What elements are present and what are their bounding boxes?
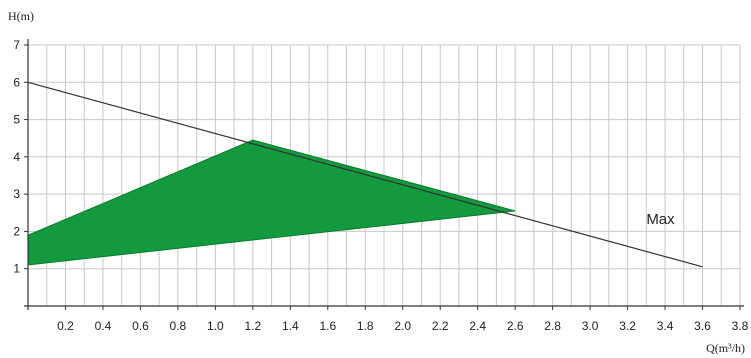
y-tick-label: 4: [13, 150, 20, 164]
axes: [24, 39, 744, 310]
y-tick-label: 2: [13, 224, 20, 238]
x-tick-label: 1.6: [319, 319, 336, 333]
y-axis-title: H(m): [8, 9, 34, 23]
x-tick-label: 3.0: [582, 319, 599, 333]
x-tick-label: 2.6: [507, 319, 524, 333]
y-tick-label: 5: [13, 113, 20, 127]
x-tick-label: 0.8: [170, 319, 187, 333]
x-tick-label: 3.8: [732, 319, 749, 333]
x-tick-label: 3.2: [619, 319, 636, 333]
x-tick-label: 2.2: [432, 319, 449, 333]
x-tick-label: 1.2: [244, 319, 261, 333]
x-tick-label: 3.6: [694, 319, 711, 333]
x-tick-label: 2.8: [544, 319, 561, 333]
x-tick-label: 2.0: [394, 319, 411, 333]
x-tick-label: 1.8: [357, 319, 374, 333]
max-curve-line: [27, 81, 703, 268]
x-tick-label: 0.6: [132, 319, 149, 333]
y-tick-label: 6: [13, 75, 20, 89]
x-tick-label: 1.0: [207, 319, 224, 333]
x-tick-label: 3.4: [657, 319, 674, 333]
y-tick-label: 7: [13, 38, 20, 52]
tick-labels: 1 2 3 4 5 6 7 0.2 0.4 0.6 0.8 1.0 1.2 1.4 1.6 1.8 2.0 2.2…: [13, 38, 748, 333]
annotations: Max: [646, 211, 675, 228]
x-axis-title: Q(m³/h): [706, 341, 745, 355]
series-lines: [27, 81, 703, 268]
y-tick-label: 3: [13, 187, 20, 201]
x-tick-label: 0.2: [57, 319, 74, 333]
x-tick-label: 1.4: [282, 319, 299, 333]
x-tick-label: 0.4: [95, 319, 112, 333]
y-tick-label: 1: [13, 262, 20, 276]
series-annotation-max: Max: [646, 211, 675, 228]
x-tick-label: 2.4: [469, 319, 486, 333]
